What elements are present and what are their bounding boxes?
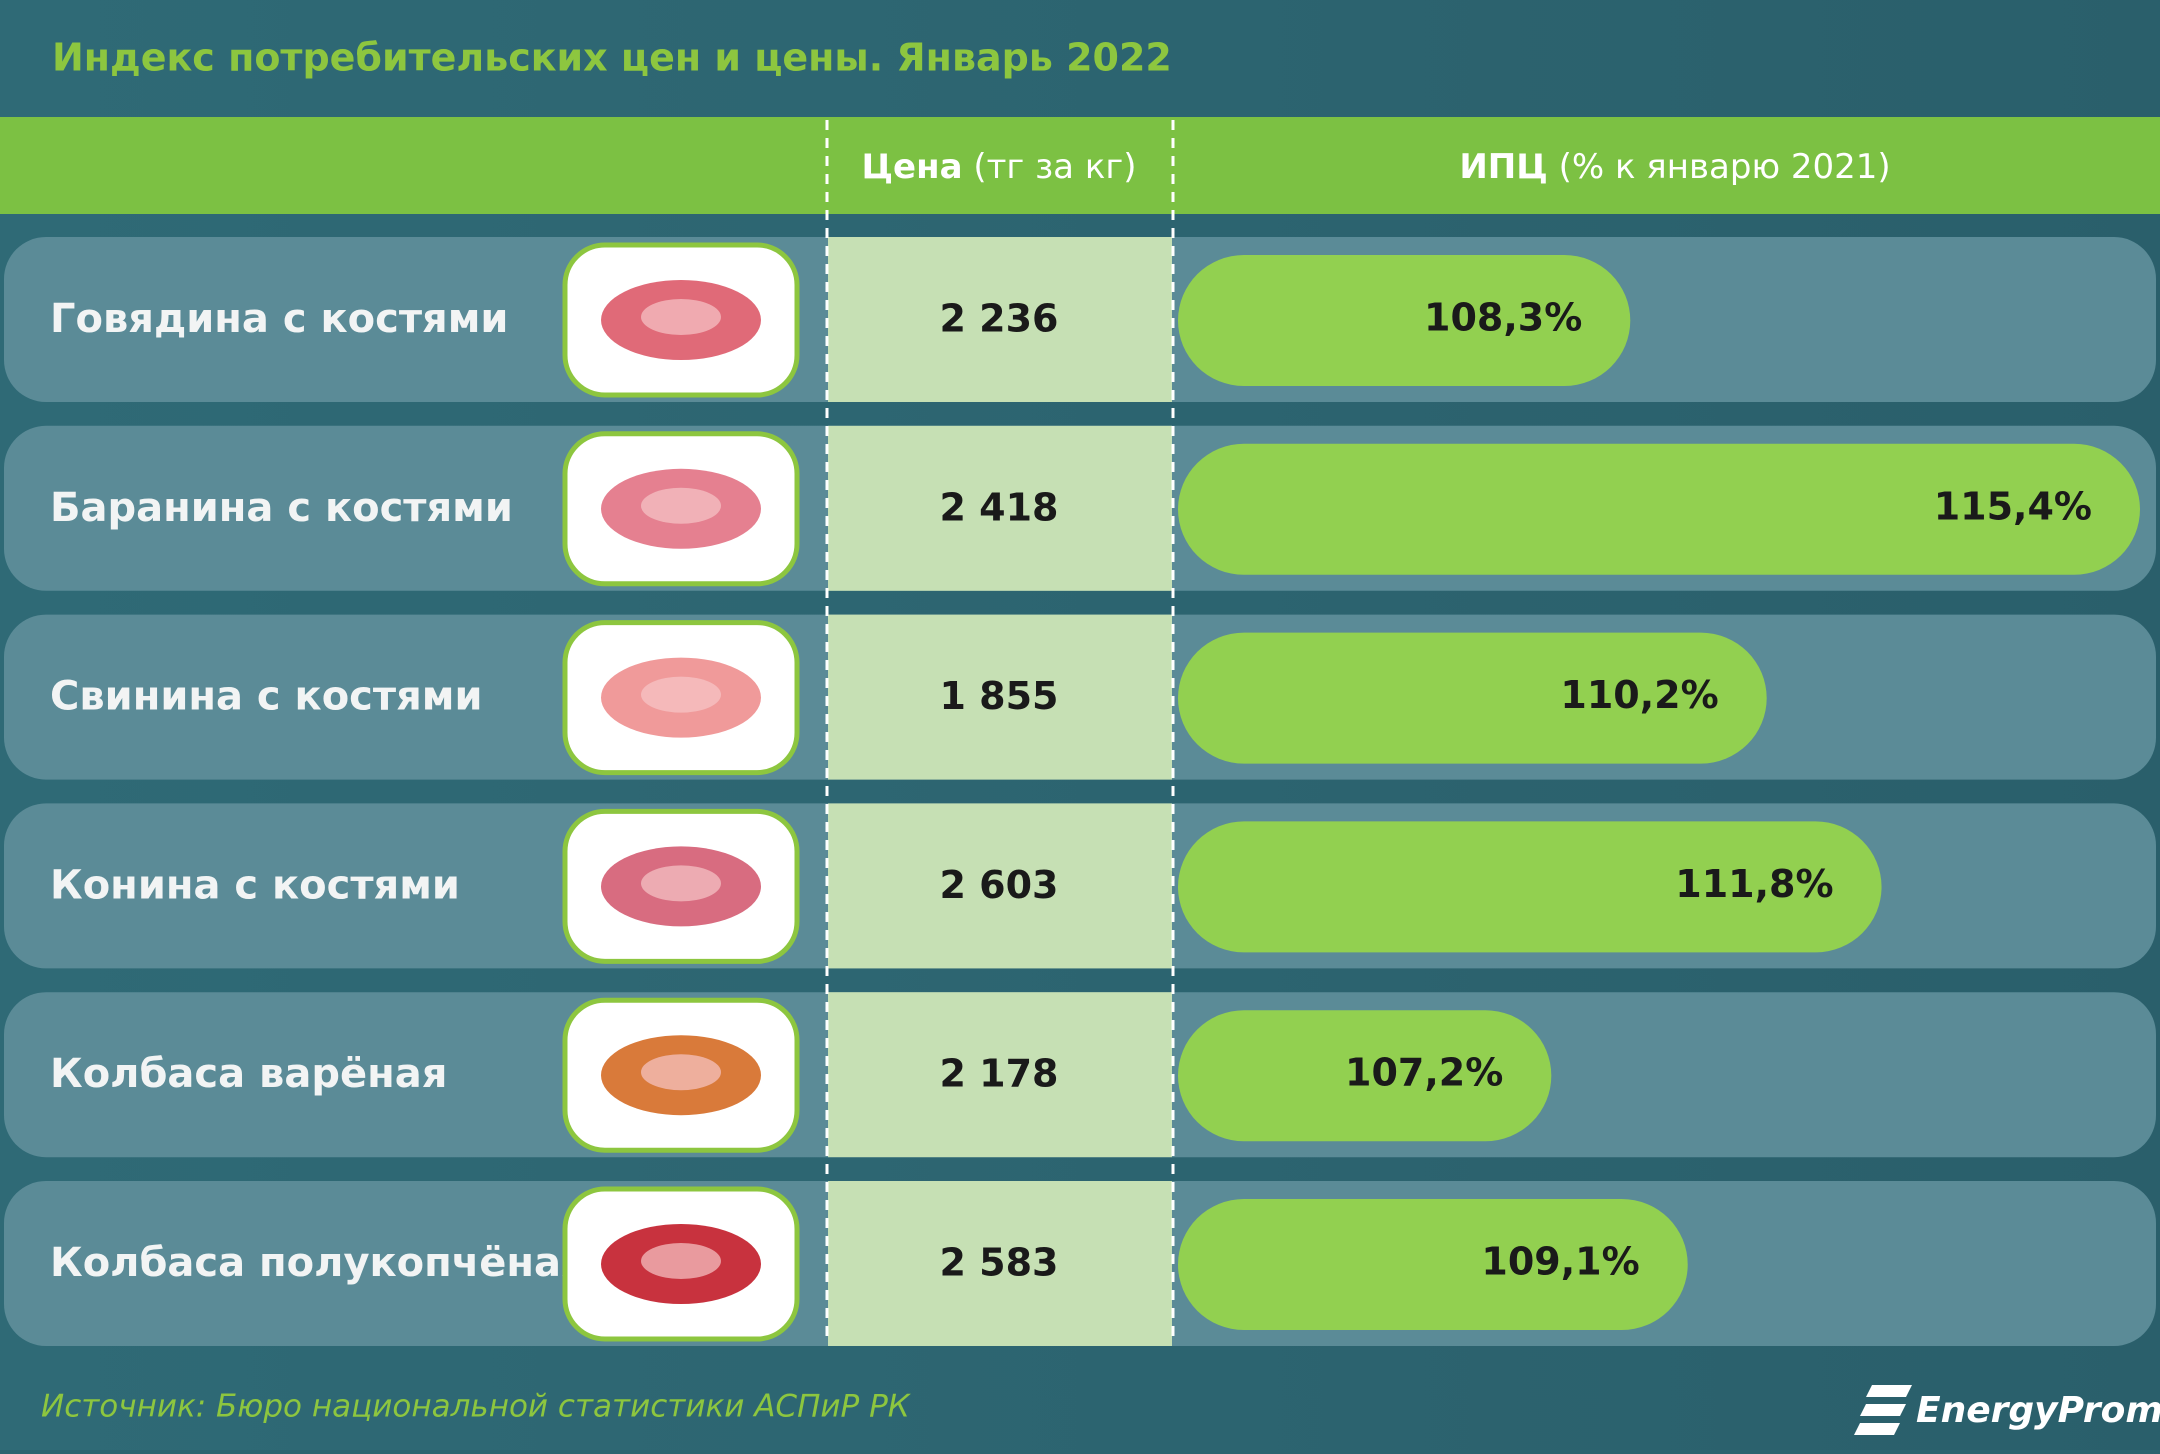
- header-band: [0, 117, 2160, 214]
- category-label: Колбаса варёная: [50, 1051, 447, 1097]
- bar: [1178, 821, 1882, 953]
- value-label: 108,3%: [1424, 296, 1582, 340]
- price-label: 1 855: [940, 674, 1059, 718]
- bar: [1178, 632, 1767, 764]
- logo: EnergyProm: [1854, 1385, 2160, 1435]
- bar: [1178, 1199, 1688, 1330]
- title: Индекс потребительских цен и цены. Январ…: [52, 36, 1172, 80]
- price-label: 2 236: [940, 297, 1059, 341]
- category-label: Говядина с костями: [50, 296, 508, 342]
- price-cell: [828, 1181, 1172, 1346]
- value-label: 110,2%: [1560, 673, 1718, 717]
- value-label: 111,8%: [1675, 862, 1833, 906]
- category-label: Конина с костями: [50, 862, 460, 908]
- bar: [1178, 1010, 1552, 1142]
- icon-detail: [641, 676, 721, 713]
- price-cell: [828, 992, 1172, 1158]
- category-label: Колбаса полукопчёная: [50, 1240, 587, 1286]
- icon-detail: [641, 1243, 721, 1279]
- price-label: 2 178: [940, 1052, 1059, 1096]
- value-label: 109,1%: [1481, 1240, 1639, 1284]
- price-label: 2 583: [940, 1241, 1059, 1285]
- price-cell: [828, 803, 1172, 969]
- price-cell: [828, 425, 1172, 591]
- price-cell: [828, 237, 1172, 402]
- cpi-header: ИПЦ (% к январю 2021): [1459, 147, 1890, 187]
- bar: [1178, 443, 2140, 575]
- icon-detail: [641, 1054, 721, 1091]
- logo-icon: [1854, 1385, 1912, 1435]
- price-header: Цена (тг за кг): [862, 147, 1137, 187]
- value-label: 115,4%: [1934, 484, 2092, 528]
- price-label: 2 603: [940, 863, 1059, 907]
- icon-detail: [641, 865, 721, 902]
- value-label: 107,2%: [1345, 1051, 1503, 1095]
- icon-detail: [641, 487, 721, 524]
- icon-detail: [641, 299, 721, 335]
- bar: [1178, 255, 1631, 386]
- price-cell: [828, 614, 1172, 780]
- logo-text: EnergyProm: [1916, 1390, 2160, 1431]
- category-label: Баранина с костями: [50, 485, 513, 531]
- source: Источник: Бюро национальной статистики А…: [41, 1389, 912, 1425]
- price-label: 2 418: [940, 485, 1059, 529]
- category-label: Свинина с костями: [50, 674, 482, 720]
